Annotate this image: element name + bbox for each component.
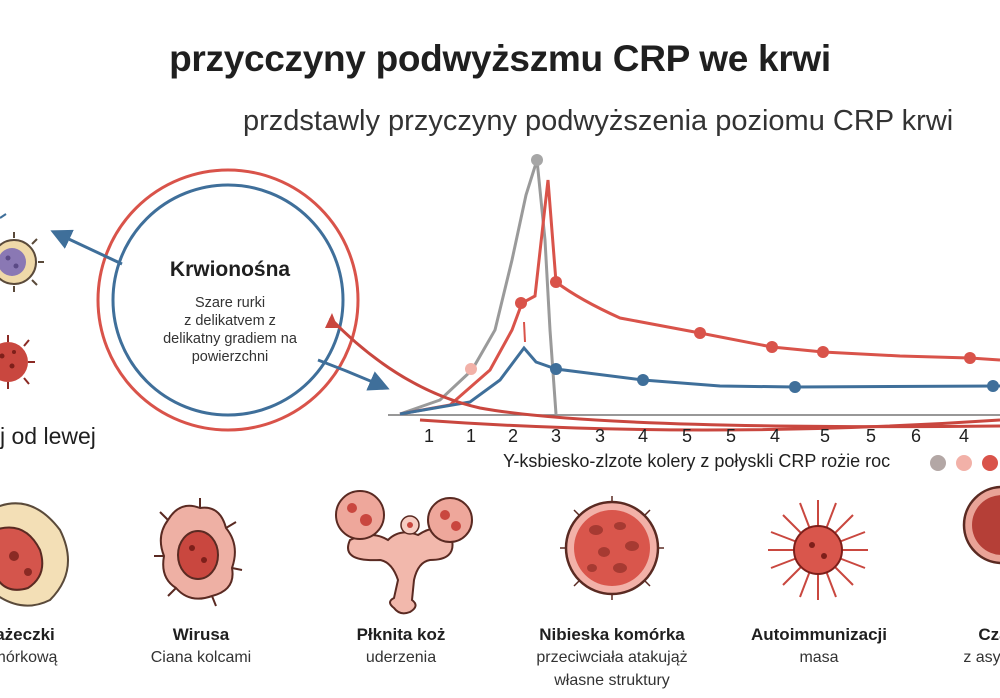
red-virus-icon bbox=[0, 335, 35, 389]
x-tick-label: 5 bbox=[681, 426, 692, 446]
autoimmune-cell-icon bbox=[768, 500, 868, 600]
pink-point bbox=[465, 363, 477, 375]
cell-label-dark-cell: Czarn z asymetry bbox=[963, 625, 1000, 666]
left-side-label: j od lewej bbox=[0, 423, 96, 449]
x-tick-label: 5 bbox=[725, 426, 736, 446]
small-spike bbox=[523, 321, 526, 343]
cell-label-ruptured: Płknita koż uderzenia bbox=[356, 625, 446, 666]
red-point bbox=[550, 276, 562, 288]
circle-description: Szare rurki z delikatvem z delikatny gra… bbox=[163, 295, 297, 365]
series-gray-line bbox=[399, 159, 558, 416]
red-point bbox=[964, 352, 976, 364]
bloodstream-circle bbox=[96, 168, 360, 432]
blue-cell-icon bbox=[560, 496, 664, 600]
blue-point bbox=[637, 374, 649, 386]
dark-cell-icon bbox=[962, 485, 1000, 565]
red-point bbox=[766, 341, 778, 353]
x-tick-label: 4 bbox=[769, 426, 780, 446]
blue-point bbox=[789, 381, 801, 393]
x-tick-label: 5 bbox=[819, 426, 830, 446]
x-tick-label: 3 bbox=[594, 426, 605, 446]
circle-title: Krwionośna bbox=[169, 258, 291, 281]
x-tick-label: 4 bbox=[637, 426, 648, 446]
red-decay-line bbox=[328, 316, 1000, 429]
x-tick-label: 4 bbox=[958, 426, 969, 446]
x-tick-label: 1 bbox=[423, 426, 434, 446]
red-point bbox=[817, 346, 829, 358]
page-subtitle: przdstawly przyczyny podwyższenia poziom… bbox=[243, 105, 954, 137]
x-tick-label: 2 bbox=[507, 426, 518, 446]
page-title: przycczyny podwyższmu CRP we krwi bbox=[169, 38, 831, 79]
blue-point bbox=[987, 380, 999, 392]
x-tick-label: 5 bbox=[865, 426, 876, 446]
legend-dot-gray bbox=[930, 455, 946, 471]
x-tick-label: 3 bbox=[550, 426, 561, 446]
axis-tail bbox=[419, 418, 1000, 432]
series-markers bbox=[465, 154, 999, 393]
arrow-to-chart bbox=[317, 358, 390, 391]
series-red-line bbox=[399, 179, 1000, 416]
gray-peak-point bbox=[531, 154, 543, 166]
cell-label-virus: Wirusa Ciana kolcami bbox=[150, 625, 252, 666]
virus-cell-icon bbox=[154, 498, 243, 607]
red-point bbox=[694, 327, 706, 339]
x-tick-label: 1 bbox=[465, 426, 476, 446]
x-axis-caption: Y-ksbiesko-zlzote kolery z połyskli CRP … bbox=[503, 451, 891, 471]
cell-label-autoimmune: Autoimmunizacji masa bbox=[750, 625, 887, 666]
arrow-left bbox=[50, 229, 123, 266]
blue-point bbox=[550, 363, 562, 375]
red-point bbox=[515, 297, 527, 309]
cell-label-platelets: ażeczki mórkową bbox=[0, 625, 58, 666]
platelet-cell-icon bbox=[0, 502, 69, 607]
legend-dot-red bbox=[982, 455, 998, 471]
cell-label-blue-cell: Nibieska komórka przeciwciała atakująż w… bbox=[536, 625, 688, 689]
purple-microbe-icon bbox=[0, 232, 44, 292]
series-blue-line bbox=[399, 345, 1000, 416]
legend-dot-pink bbox=[956, 455, 972, 471]
ruptured-cell-icon bbox=[335, 490, 473, 615]
x-tick-label: 6 bbox=[910, 426, 921, 446]
legend-dots bbox=[930, 455, 998, 471]
